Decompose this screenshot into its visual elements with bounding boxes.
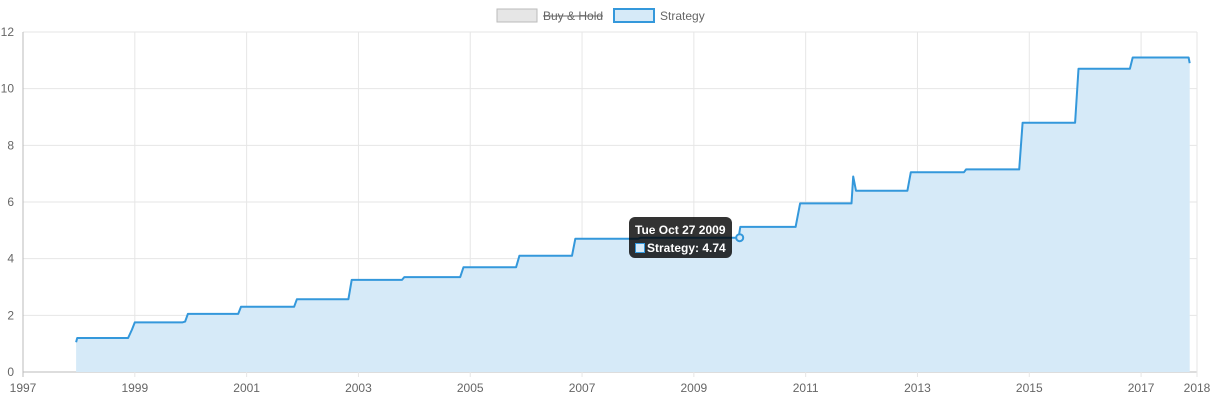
hovered-point-marker[interactable]	[735, 233, 745, 243]
y-tick-label: 6	[7, 195, 14, 209]
x-tick-label: 2013	[904, 381, 931, 395]
x-tick-label: 2015	[1016, 381, 1043, 395]
chart-legend: Buy & Hold Strategy	[496, 8, 705, 23]
x-tick-label: 2011	[793, 381, 819, 395]
legend-label-strategy: Strategy	[660, 9, 705, 23]
chart-tooltip: Tue Oct 27 2009 Strategy: 4.74	[629, 217, 732, 258]
x-tick-label: 2009	[681, 381, 708, 395]
x-tick-label: 2018	[1184, 381, 1211, 395]
tooltip-title: Tue Oct 27 2009	[635, 223, 726, 237]
y-tick-label: 4	[7, 252, 14, 266]
legend-swatch-strategy	[613, 8, 655, 23]
x-tick-label: 2003	[345, 381, 372, 395]
series-line-strategy	[75, 56, 1191, 343]
y-tick-label: 10	[1, 82, 15, 96]
tooltip-row: Strategy: 4.74	[635, 241, 732, 255]
x-tick-label: 2001	[233, 381, 260, 395]
series-area-strategy	[76, 57, 1190, 372]
y-tick-label: 0	[7, 365, 14, 379]
tooltip-swatch	[635, 243, 645, 253]
legend-swatch-buy-and-hold	[496, 8, 538, 23]
x-tick-label: 2007	[569, 381, 596, 395]
y-tick-label: 2	[7, 308, 14, 322]
x-tick-label: 2017	[1128, 381, 1155, 395]
legend-item-strategy[interactable]: Strategy	[613, 8, 705, 23]
y-tick-label: 8	[7, 138, 14, 152]
y-tick-label: 12	[1, 25, 15, 39]
legend-item-buy-and-hold[interactable]: Buy & Hold	[496, 8, 603, 23]
tooltip-label: Strategy: 4.74	[647, 241, 726, 255]
x-tick-label: 2005	[457, 381, 484, 395]
chart-axes: 0 2 4 6 8 10 12 1997 1999 2001 2003 2005 2007 2009 201…	[1, 25, 1211, 395]
x-tick-label: 1997	[10, 381, 37, 395]
x-tick-label: 1999	[121, 381, 148, 395]
chart-series	[75, 56, 1191, 372]
